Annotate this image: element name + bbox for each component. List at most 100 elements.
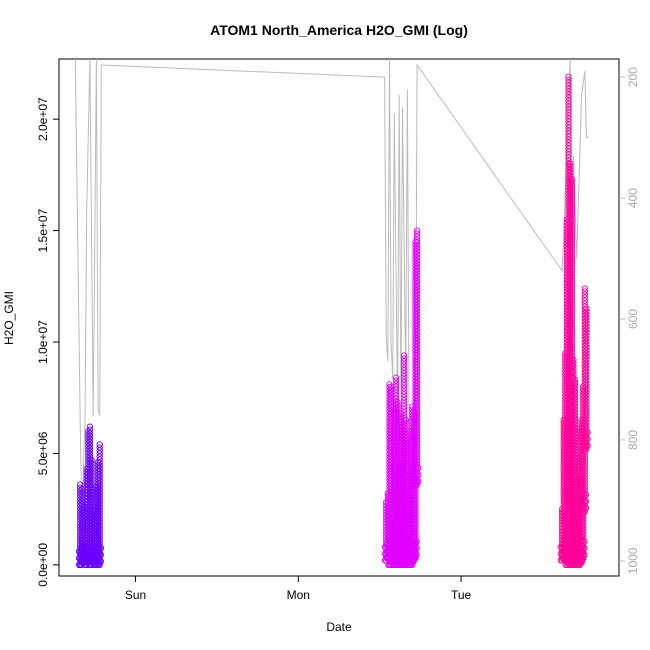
data-point [583, 314, 590, 321]
data-point [96, 501, 103, 508]
data-point [565, 115, 572, 122]
data-point [80, 506, 87, 514]
data-point [413, 248, 421, 255]
data-point [394, 417, 401, 424]
data-point [568, 268, 575, 276]
data-point [96, 480, 103, 487]
data-point [86, 429, 94, 436]
data-point [583, 383, 590, 390]
data-point [565, 136, 572, 143]
data-point [96, 516, 103, 523]
data-point [571, 394, 579, 401]
data-point [583, 424, 590, 432]
data-point [413, 358, 421, 366]
data-point [571, 376, 579, 384]
data-point [568, 334, 575, 341]
data-point [571, 391, 579, 398]
data-point [400, 367, 408, 374]
data-point [580, 524, 587, 532]
data-point [88, 462, 95, 470]
data-point [573, 434, 580, 442]
data-point [413, 305, 421, 312]
data-point [394, 408, 401, 415]
data-point [583, 341, 590, 348]
data-point [387, 443, 395, 451]
data-point [413, 236, 421, 243]
right-tick-label: 400 [626, 188, 640, 208]
data-point [565, 82, 572, 89]
data-point [412, 503, 419, 511]
data-point [413, 451, 421, 458]
data-point [571, 403, 579, 410]
data-point [413, 427, 421, 434]
data-point [565, 88, 572, 95]
data-point [413, 394, 421, 402]
data-point [80, 518, 87, 525]
data-point [568, 283, 575, 291]
data-point [88, 474, 95, 482]
data-point [412, 491, 419, 499]
data-point [412, 530, 419, 538]
data-point [387, 425, 395, 433]
data-point [571, 400, 579, 407]
data-point [88, 483, 95, 491]
data-point [567, 160, 574, 167]
data-point [400, 406, 408, 413]
data-point [387, 422, 395, 430]
data-point [400, 388, 408, 395]
data-point [571, 412, 579, 419]
data-point [580, 536, 587, 544]
data-point [565, 130, 572, 137]
data-point [583, 362, 590, 369]
data-point [387, 398, 395, 405]
data-point [413, 349, 421, 357]
data-point [413, 424, 421, 431]
data-point [96, 507, 103, 514]
data-point [400, 352, 408, 359]
data-point [580, 521, 587, 529]
data-point [568, 271, 575, 279]
data-point [413, 439, 421, 446]
data-point [413, 266, 421, 273]
data-point [80, 521, 87, 528]
data-point [392, 395, 400, 402]
right-tick-label: 600 [626, 309, 640, 329]
data-point [581, 490, 588, 497]
data-point [565, 106, 572, 113]
data-point [413, 346, 421, 354]
data-point [387, 449, 395, 457]
data-point [413, 233, 421, 240]
data-point [583, 389, 590, 396]
data-point [394, 420, 401, 427]
data-point [570, 359, 577, 367]
data-point [96, 528, 103, 535]
data-point [583, 406, 590, 414]
data-point [413, 436, 421, 443]
data-point [565, 148, 572, 155]
data-point [88, 456, 95, 464]
data-point [413, 281, 421, 288]
data-point [80, 538, 87, 546]
data-point [413, 409, 421, 417]
data-point [583, 308, 590, 315]
data-point [96, 462, 103, 469]
data-point [96, 486, 103, 493]
data-point [583, 395, 590, 402]
data-point [78, 537, 85, 544]
x-tick-label: Tue [451, 588, 472, 602]
data-point [568, 215, 575, 222]
right-tick-label: 200 [626, 67, 640, 87]
data-point [581, 466, 588, 473]
data-point [568, 349, 575, 356]
data-point [565, 97, 572, 104]
data-point [412, 494, 419, 502]
data-point [412, 485, 419, 493]
data-point [96, 444, 103, 451]
data-point [413, 397, 421, 405]
data-point [568, 262, 575, 270]
data-point [581, 478, 588, 485]
data-point [96, 540, 103, 547]
data-point [96, 468, 103, 475]
data-point [88, 498, 95, 506]
data-point [387, 452, 395, 460]
